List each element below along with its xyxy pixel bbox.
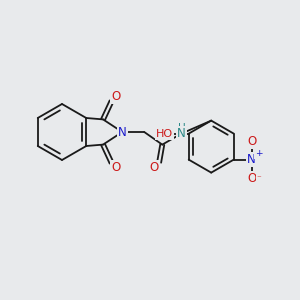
- Text: O: O: [247, 135, 256, 148]
- Text: N: N: [118, 125, 127, 139]
- Text: O: O: [111, 90, 120, 103]
- Text: O: O: [111, 161, 120, 174]
- Text: HO: HO: [156, 129, 173, 139]
- Text: H: H: [178, 123, 186, 133]
- Text: N: N: [248, 153, 256, 166]
- Text: ⁻: ⁻: [256, 174, 261, 183]
- Text: O: O: [149, 161, 159, 174]
- Text: N: N: [177, 127, 186, 140]
- Text: O: O: [247, 172, 256, 185]
- Text: +: +: [255, 149, 262, 158]
